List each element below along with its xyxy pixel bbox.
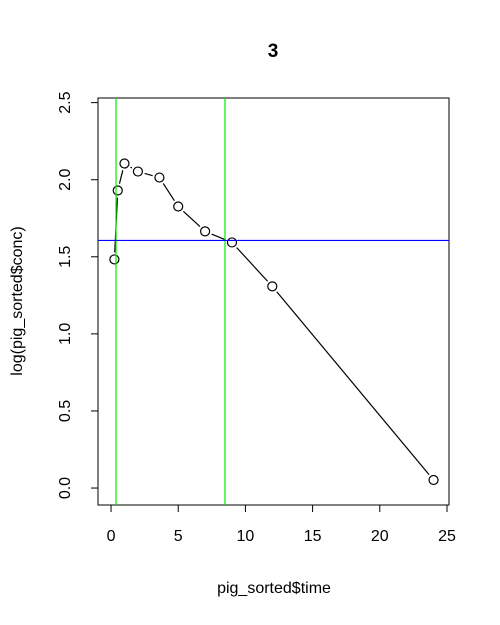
point <box>428 474 439 486</box>
y-tick-label: 0.5 <box>57 400 74 422</box>
point <box>109 254 120 265</box>
x-tick-label: 0 <box>107 528 116 545</box>
x-tick-label: 20 <box>371 528 389 545</box>
point <box>173 201 184 212</box>
x-tick-label: 25 <box>438 528 456 545</box>
x-tick-label: 15 <box>304 528 322 545</box>
line-segment <box>236 247 269 282</box>
y-tick-label: 1.0 <box>57 323 74 345</box>
point <box>154 172 165 183</box>
point <box>112 185 123 196</box>
line-segment <box>182 210 201 228</box>
point <box>132 166 144 177</box>
y-tick-label: 2.5 <box>57 91 74 113</box>
y-tick-label: 0.0 <box>57 477 74 499</box>
y-tick-label: 2.0 <box>57 168 74 190</box>
line-segment <box>162 183 175 201</box>
y-tick-label: 1.5 <box>57 246 74 268</box>
x-tick-label: 5 <box>174 528 183 545</box>
line-segment <box>276 291 430 476</box>
chart-title: 3 <box>268 41 279 62</box>
line-segment <box>211 233 226 241</box>
point <box>119 158 130 169</box>
point <box>267 281 278 292</box>
point <box>200 226 211 237</box>
line-segment <box>130 166 133 169</box>
plot-frame <box>97 97 450 506</box>
line-segment <box>144 172 153 177</box>
y-axis-label: log(pig_sorted$conc) <box>9 226 26 375</box>
point <box>226 237 238 248</box>
x-axis-label: pig_sorted$time <box>217 580 331 597</box>
x-tick-label: 10 <box>237 528 255 545</box>
line-segment <box>118 170 124 184</box>
